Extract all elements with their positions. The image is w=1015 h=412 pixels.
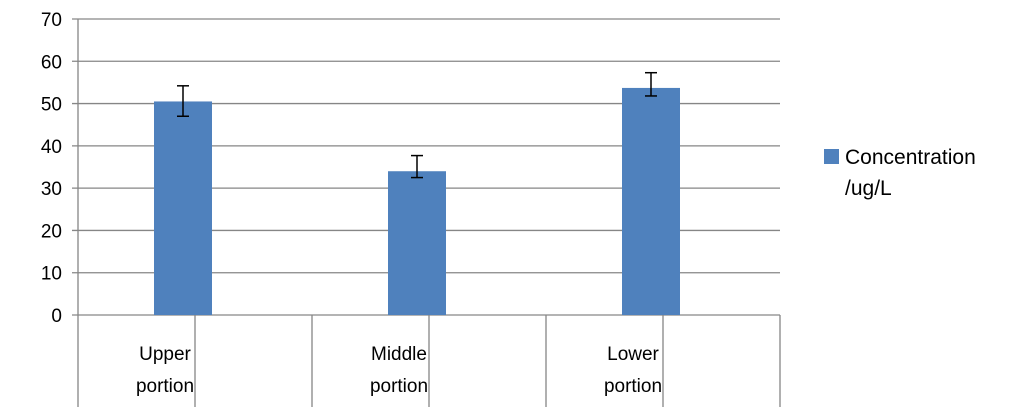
x-tick-label: Upper <box>139 344 191 365</box>
y-tick-label: 0 <box>51 306 62 327</box>
tick-labels: 0 10 20 30 40 50 60 70 Upper portion Middle portion… <box>41 10 662 397</box>
legend-label: Concentration <box>845 146 976 169</box>
y-tick-label: 50 <box>41 95 62 116</box>
x-tick-label: portion <box>370 376 428 397</box>
y-tick-label: 20 <box>41 221 62 242</box>
legend: Concentration/ug/L <box>824 146 976 200</box>
axes <box>77 19 781 407</box>
x-tick-label: portion <box>604 376 662 397</box>
bar <box>154 101 212 315</box>
x-tick-label: portion <box>136 376 194 397</box>
error-bars <box>177 71 657 179</box>
legend-label: /ug/L <box>845 177 892 200</box>
y-tick-label: 40 <box>41 137 62 158</box>
bar <box>622 87 680 315</box>
legend-swatch <box>824 149 839 164</box>
bars <box>154 87 680 315</box>
bar <box>388 171 446 315</box>
y-tick-label: 70 <box>41 10 62 31</box>
y-tick-label: 10 <box>41 264 62 285</box>
x-tick-label: Lower <box>607 344 659 365</box>
y-tick-label: 60 <box>41 52 62 73</box>
x-tick-label: Middle <box>371 344 427 365</box>
y-tick-label: 30 <box>41 179 62 200</box>
